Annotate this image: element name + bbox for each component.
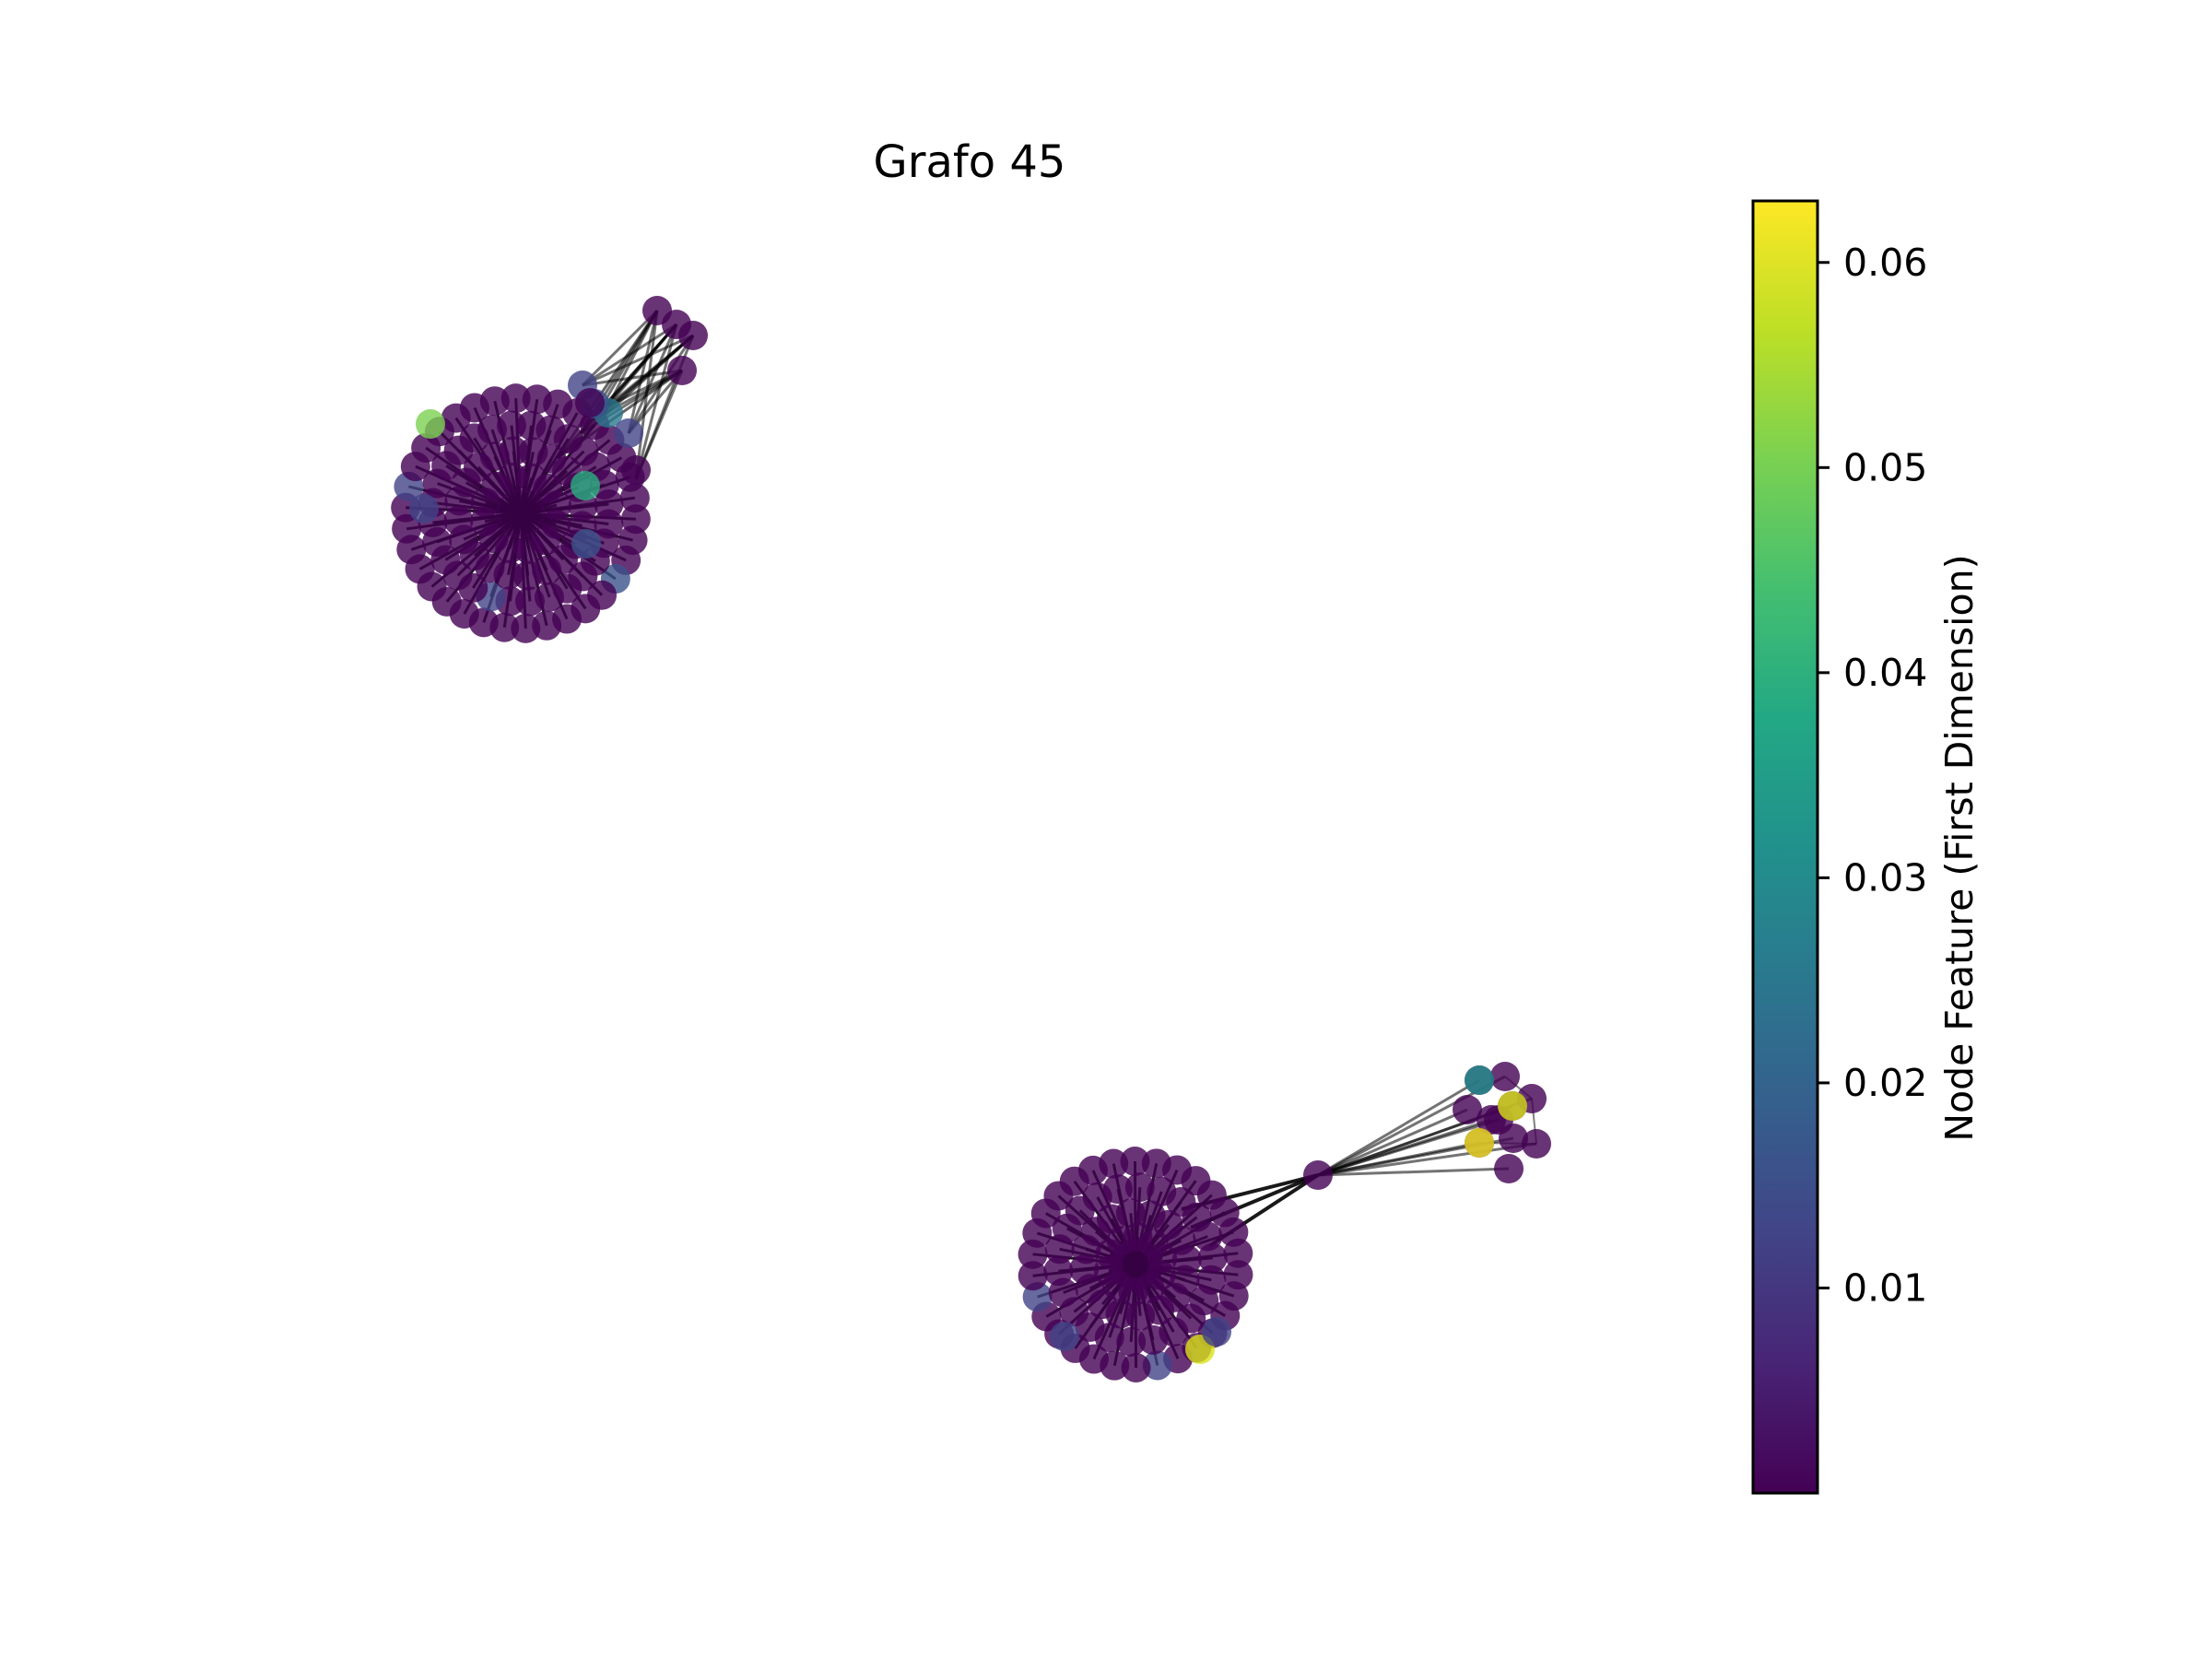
graph-node xyxy=(1110,1239,1161,1290)
graph-node xyxy=(1498,1091,1527,1121)
colorbar-tick-label: 0.04 xyxy=(1843,651,1927,695)
colorbar-label: Node Feature (First Dimension) xyxy=(1937,554,1982,1141)
graph-node xyxy=(667,356,697,385)
graph-node xyxy=(594,488,624,519)
graph-node xyxy=(1102,1174,1133,1205)
graph-node xyxy=(497,489,545,537)
colorbar-tick-label: 0.02 xyxy=(1843,1061,1927,1105)
graph-edge xyxy=(582,334,694,387)
graph-node xyxy=(1494,1154,1524,1183)
graph-node xyxy=(1099,1148,1129,1179)
graph-node xyxy=(1490,1062,1520,1091)
graph-node xyxy=(500,383,531,414)
graph-node xyxy=(416,409,445,439)
colorbar-tick-label: 0.01 xyxy=(1843,1265,1927,1310)
colorbar-tick-label: 0.06 xyxy=(1843,241,1927,285)
graph-edge xyxy=(1317,1142,1537,1177)
graph-edge xyxy=(1317,1167,1510,1177)
graph-node xyxy=(678,321,708,350)
graph-node xyxy=(542,490,572,521)
graph-node xyxy=(571,529,601,559)
graph-node xyxy=(1197,1242,1228,1273)
graph-node xyxy=(1202,1317,1231,1347)
graph-edge xyxy=(627,324,678,434)
colorbar: 0.01 0.02 0.03 0.04 0.05 0.06 Node Feature (F… xyxy=(1751,199,1982,1495)
graph-node xyxy=(614,418,643,448)
graph-node xyxy=(1142,1350,1172,1381)
graph-node xyxy=(511,613,541,643)
graph-nodes xyxy=(391,296,1551,1382)
graph-node xyxy=(621,455,651,485)
graph-node xyxy=(1223,1238,1253,1268)
graph-edge xyxy=(1317,1078,1480,1177)
colorbar-gradient xyxy=(1751,199,1819,1495)
graph-edge xyxy=(582,323,677,387)
graph-node xyxy=(1018,1261,1048,1291)
graph-node xyxy=(409,494,439,524)
graph-node xyxy=(619,483,650,513)
graph-node xyxy=(1522,1129,1551,1159)
graph-edge xyxy=(1317,1118,1500,1177)
graph-edge xyxy=(581,309,659,387)
graph-node xyxy=(392,513,422,544)
graph-node xyxy=(1465,1065,1494,1095)
chart-title: Grafo 45 xyxy=(874,136,1066,188)
graph-edge xyxy=(627,310,659,434)
graph-node xyxy=(575,388,605,418)
graph-node xyxy=(571,471,600,500)
graph-edge xyxy=(582,369,683,387)
graph-node xyxy=(1465,1128,1494,1158)
graph-node xyxy=(1453,1095,1482,1124)
graph-node xyxy=(1138,1324,1169,1355)
graph-edge xyxy=(1317,1108,1468,1177)
graph-node xyxy=(1303,1160,1333,1190)
colorbar-tick-label: 0.03 xyxy=(1843,855,1927,900)
graph-node xyxy=(1043,1256,1074,1287)
graph-node xyxy=(1171,1244,1202,1275)
graph-node xyxy=(1120,1147,1150,1177)
colorbar-tick-label: 0.05 xyxy=(1843,445,1927,489)
colorbar-ticks: 0.01 0.02 0.03 0.04 0.05 0.06 xyxy=(1818,241,1927,1310)
graph-node xyxy=(1121,1352,1151,1382)
graph-node xyxy=(1050,1322,1079,1351)
